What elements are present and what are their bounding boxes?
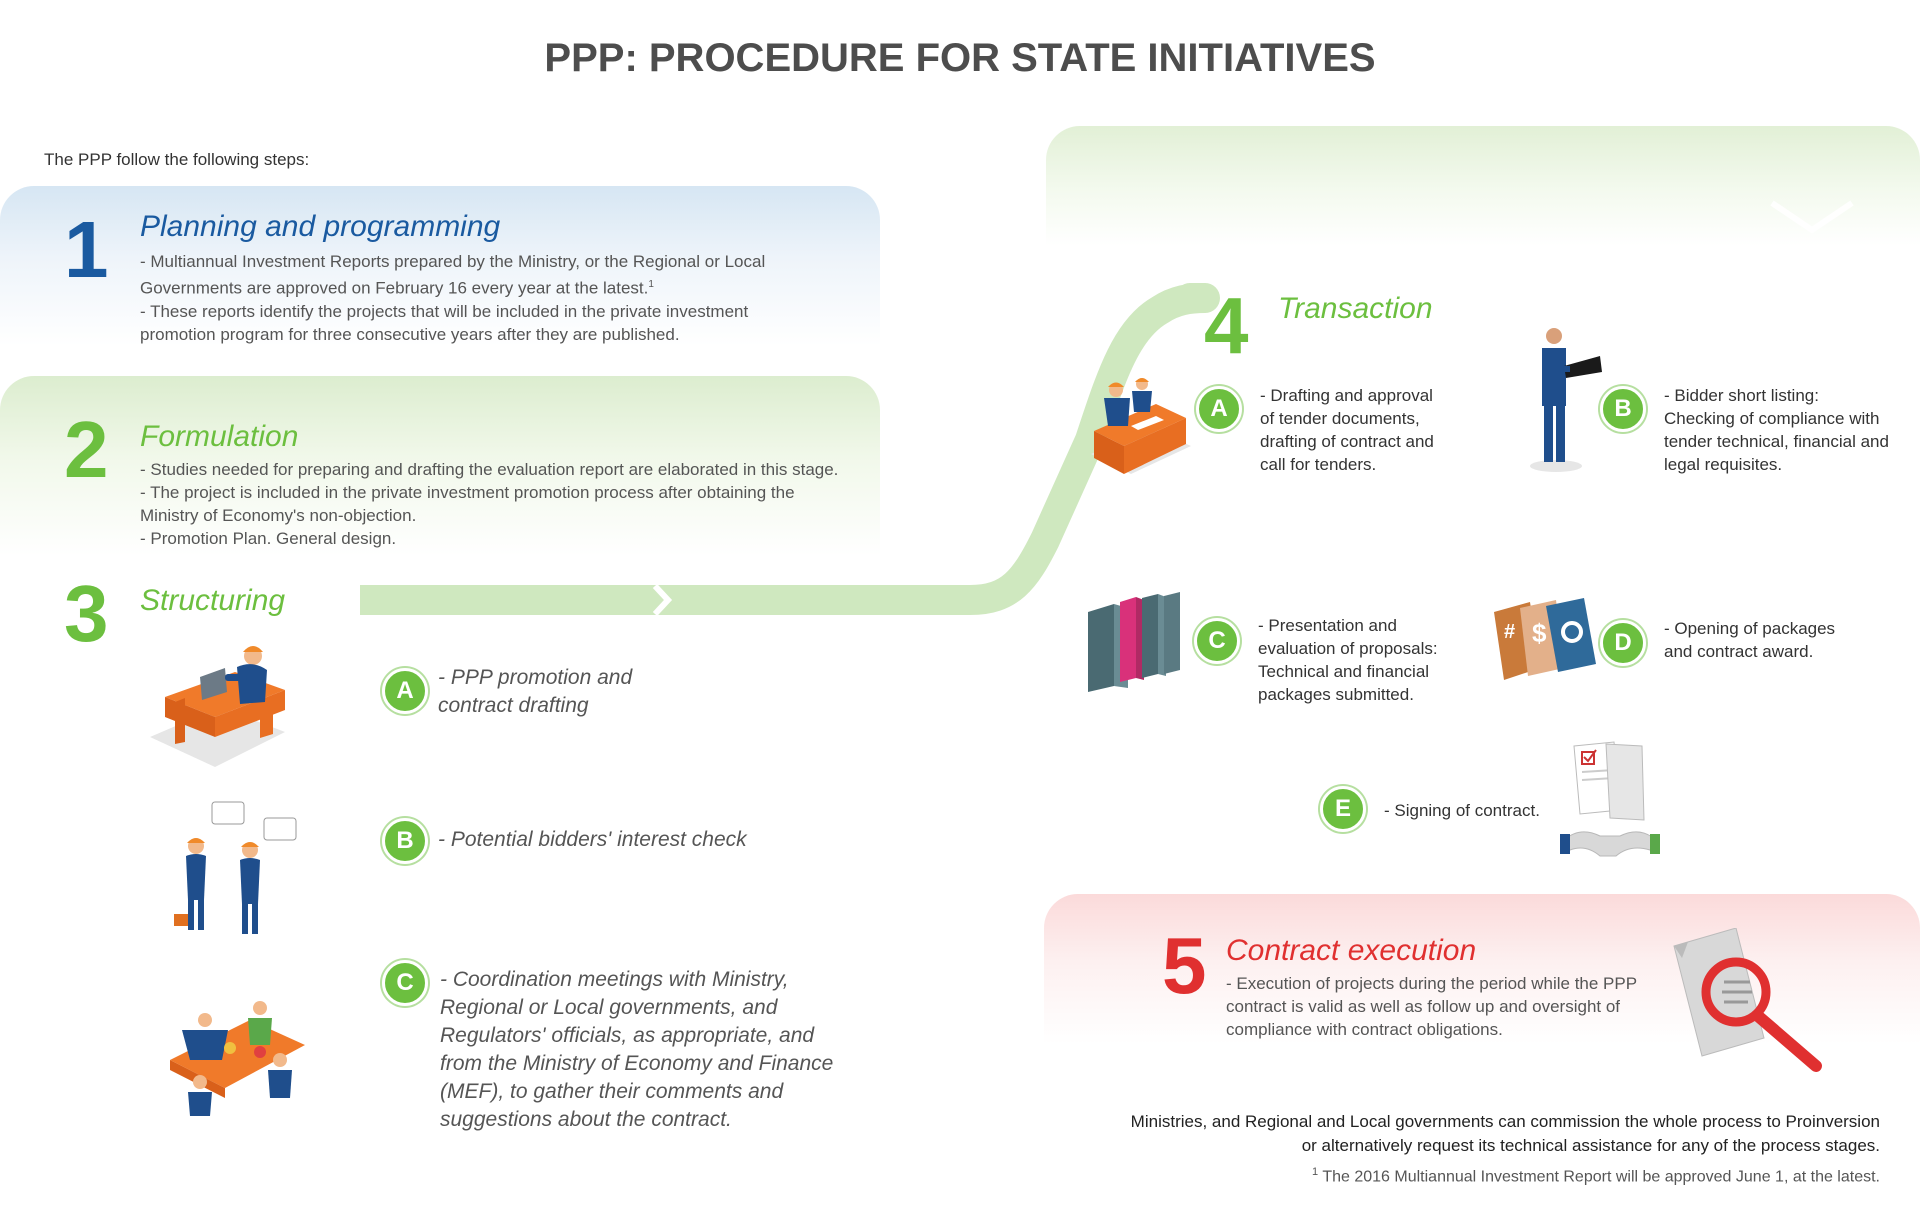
step-1-line: - Multiannual Investment Reports prepare… [140,252,766,271]
step-1-description: - Multiannual Investment Reports prepare… [140,250,765,346]
step-3c-line: suggestions about the contract. [440,1108,732,1131]
step-3-badge-a: A [382,668,428,714]
step-4c-line: Technical and financial [1258,662,1430,681]
step-5-number: 5 [1162,921,1207,1010]
note-line: Ministries, and Regional and Local gover… [1130,1112,1880,1131]
step-3c-line: from the Ministry of Economy and Finance [440,1052,834,1075]
step-3b-line: - Potential bidders' interest check [438,828,747,851]
step-3a-line: contract drafting [438,694,589,717]
step-4b-line: tender technical, financial and [1664,432,1889,451]
step-3-badge-c: C [382,960,428,1006]
footnote-mark: 1 [1312,1166,1319,1178]
step-5-band [1044,894,1920,1044]
step-4-item-d: - Opening of packages and contract award… [1664,617,1835,663]
step-4a-line: call for tenders. [1260,455,1377,474]
step-4c-line: - Presentation and [1258,616,1397,635]
step-2-title: Formulation [140,420,299,453]
step-4e-line: - Signing of contract. [1384,801,1540,820]
step-4a-line: of tender documents, [1260,409,1420,428]
step-2-line: - Promotion Plan. General design. [140,529,397,548]
proinversion-note: Ministries, and Regional and Local gover… [1131,1110,1880,1158]
step-3-item-c: - Coordination meetings with Ministry, R… [440,966,833,1134]
step-5-line: contract is valid as well as follow up a… [1226,997,1621,1016]
step-3c-line: (MEF), to gather their comments and [440,1080,784,1103]
contract-handshake-icon [1560,741,1660,857]
step-3-item-b: - Potential bidders' interest check [438,826,747,854]
step-4d-line: - Opening of packages [1664,619,1836,638]
bidders-talking-icon [174,801,297,934]
magnifier-document-icon [1673,928,1822,1072]
step-1-number: 1 [64,205,109,294]
step-3-number: 3 [64,569,109,658]
svg-text:#: # [1504,621,1515,643]
step-1-title: Planning and programming [140,210,501,243]
step-3-badge-b: B [382,818,428,864]
step-1-band [0,186,880,346]
step-3-item-a: - PPP promotion and contract drafting [438,664,632,720]
step-5-title: Contract execution [1226,934,1477,967]
step-4-item-c: - Presentation and evaluation of proposa… [1258,614,1438,706]
page-title: PPP: PROCEDURE FOR STATE INITIATIVES [544,36,1376,80]
step-4b-line: - Bidder short listing: [1664,386,1819,405]
note-line: or alternatively request its technical a… [1301,1136,1880,1155]
man-reading-document-icon [1530,328,1602,472]
packages-icon: # $ [1494,598,1596,680]
engineers-desk-icon [1091,378,1191,474]
step-4a-line: drafting of contract and [1260,432,1434,451]
step-4a-line: - Drafting and approval [1260,386,1433,405]
step-5-description: - Execution of projects during the perio… [1226,972,1637,1041]
step-5-line: compliance with contract obligations. [1226,1020,1503,1039]
step-4d-line: and contract award. [1664,642,1814,661]
step-2-line: Ministry of Economy's non-objection. [140,506,417,525]
step-3c-line: Regional or Local governments, and [440,996,778,1019]
step-2-number: 2 [64,405,109,494]
step-1-line: Governments are approved on February 16 … [140,278,649,298]
worker-at-desk-icon [150,646,285,767]
step-4-number: 4 [1204,281,1249,370]
footnote: 1 The 2016 Multiannual Investment Report… [1312,1166,1880,1186]
step-3-title: Structuring [140,584,286,617]
step-4-badge-e: E [1320,786,1366,832]
footnote-text: The 2016 Multiannual Investment Report w… [1318,1168,1880,1186]
step-4-item-a: - Drafting and approval of tender docume… [1260,384,1434,476]
meeting-table-icon [170,1001,305,1116]
step-2-line: - Studies needed for preparing and draft… [140,460,839,479]
binders-icon [1088,592,1180,692]
intro-text: The PPP follow the following steps: [44,150,310,169]
step-2-description: - Studies needed for preparing and draft… [140,458,838,550]
step-4-badge-a: A [1196,386,1242,432]
step-1-line: promotion program for three consecutive … [140,324,680,344]
step-4-badge-d: D [1600,620,1646,666]
step-4-title: Transaction [1278,292,1433,325]
step-3c-line: - Coordination meetings with Ministry, [440,968,789,991]
step-3c-line: Regulators' officials, as appropriate, a… [440,1024,815,1047]
step-4b-line: Checking of compliance with [1664,409,1880,428]
step-4-badge-c: C [1194,618,1240,664]
step-4-band [1046,126,1920,246]
step-4c-line: packages submitted. [1258,685,1414,704]
step-4-item-b: - Bidder short listing: Checking of comp… [1664,384,1889,476]
step-4b-line: legal requisites. [1664,455,1783,474]
step-3a-line: - PPP promotion and [438,666,633,689]
svg-text:$: $ [1532,618,1547,648]
step-4c-line: evaluation of proposals: [1258,639,1438,658]
step-2-band [0,376,880,556]
step-4-badge-b: B [1600,386,1646,432]
step-2-line: - The project is included in the private… [140,483,795,502]
footnote-mark: 1 [648,279,654,290]
step-5-line: - Execution of projects during the perio… [1226,974,1638,993]
step-4-item-e: - Signing of contract. [1384,799,1540,822]
step-1-line: - These reports identify the projects th… [140,301,749,321]
